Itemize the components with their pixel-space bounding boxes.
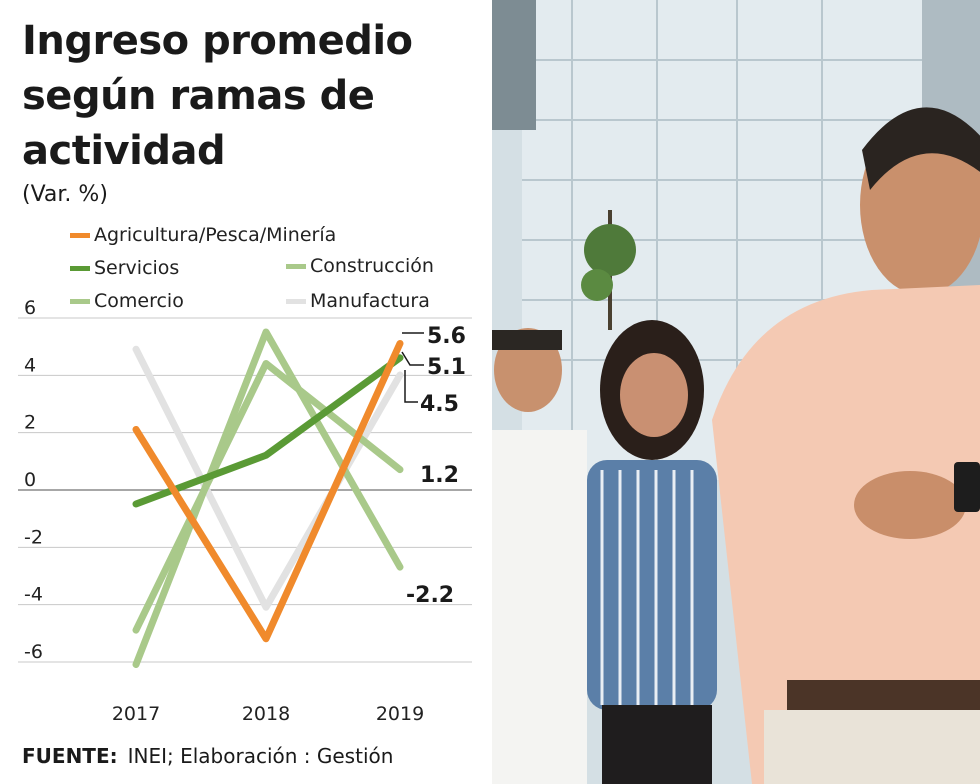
source-note: FUENTE: INEI; Elaboración : Gestión: [22, 744, 393, 768]
series-line: [132, 339, 404, 643]
end-value-label: 5.6: [427, 324, 466, 349]
legend-label-comercio: Comercio: [94, 290, 184, 312]
legend-label-construccion: Construcción: [310, 255, 434, 277]
photo-illustration: [492, 0, 980, 784]
label-leader-line: [404, 370, 418, 403]
y-tick-label: -4: [24, 584, 43, 606]
end-value-label: 4.5: [420, 392, 459, 417]
legend-item-agricultura: Agricultura/Pesca/Minería: [70, 224, 336, 246]
y-tick-label: -2: [24, 526, 43, 548]
source-text: INEI; Elaboración : Gestión: [127, 744, 394, 768]
legend-label-agricultura: Agricultura/Pesca/Minería: [94, 224, 337, 246]
legend-item-comercio: Comercio: [70, 290, 184, 312]
legend-item-servicios: Servicios: [70, 257, 179, 279]
y-tick-label: 0: [24, 469, 36, 491]
legend-swatch-manufactura: [286, 298, 306, 304]
legend-item-manufactura: Manufactura: [286, 290, 430, 312]
series-line: [132, 345, 404, 611]
label-leader-line: [401, 351, 424, 366]
legend-swatch-servicios: [70, 265, 90, 271]
legend-swatch-comercio: [70, 298, 90, 304]
end-value-label: -2.2: [406, 583, 454, 608]
chart-panel: Ingreso promedio según ramas de activida…: [18, 18, 472, 768]
series-line: [132, 328, 404, 669]
legend-item-construccion: Construcción: [286, 255, 434, 277]
legend-label-servicios: Servicios: [94, 257, 180, 279]
legend-swatch-agricultura: [70, 232, 90, 238]
line-chart: 6 4 2 0 -2 -4 -6 2017 2018 2019 5.6 5.1 4.5 1.2 -2.2: [18, 297, 472, 725]
y-tick-label: 6: [24, 297, 36, 319]
chart-subtitle: (Var. %): [22, 182, 108, 207]
source-label: FUENTE:: [22, 744, 118, 768]
y-axis-ticks: 6 4 2 0 -2 -4 -6: [24, 297, 43, 663]
series-lines: [132, 328, 404, 669]
x-tick-label: 2017: [112, 703, 160, 725]
y-tick-label: 2: [24, 412, 36, 434]
series-line: [132, 354, 404, 508]
end-value-label: 1.2: [420, 463, 459, 488]
x-axis-ticks: 2017 2018 2019: [112, 703, 424, 725]
y-tick-label: -6: [24, 641, 43, 663]
grid-lines: [18, 317, 472, 663]
legend-label-manufactura: Manufactura: [310, 290, 430, 312]
end-value-labels: 5.6 5.1 4.5 1.2 -2.2: [401, 324, 466, 608]
legend-swatch-construccion: [286, 263, 306, 269]
y-tick-label: 4: [24, 354, 36, 376]
end-value-label: 5.1: [427, 355, 466, 380]
photo-people-walking: [492, 0, 980, 784]
x-tick-label: 2019: [376, 703, 424, 725]
x-tick-label: 2018: [242, 703, 290, 725]
chart-title: Ingreso promedio según ramas de activida…: [22, 18, 413, 174]
